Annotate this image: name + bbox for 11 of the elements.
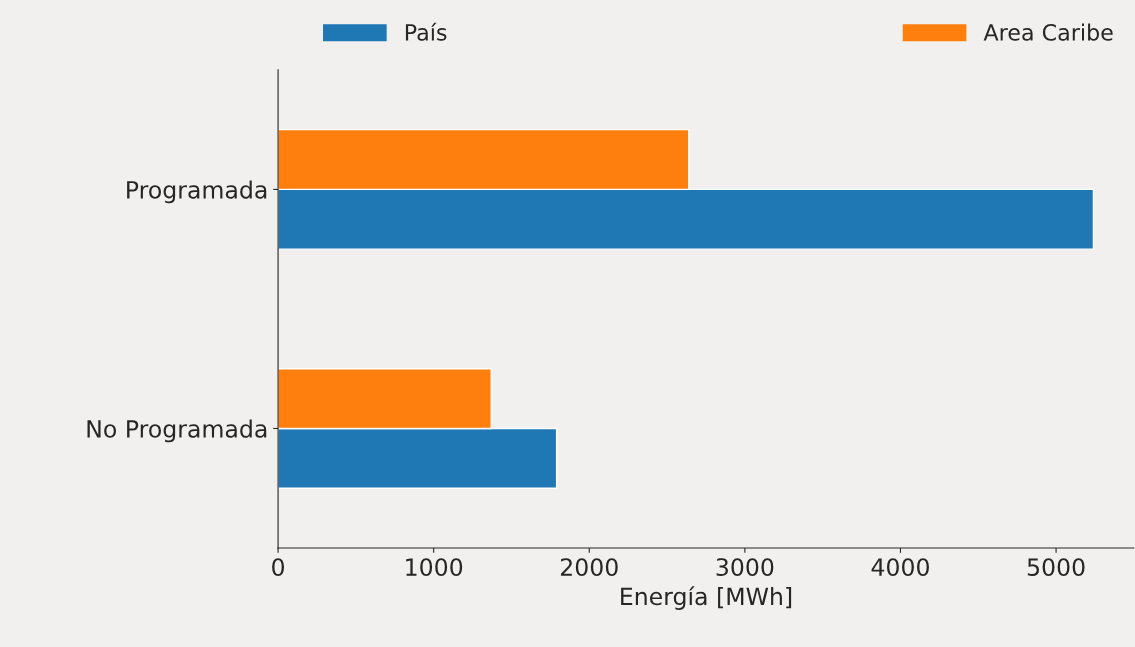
x-tick-label: 2000 — [560, 558, 618, 577]
x-tick-label: 1000 — [406, 558, 463, 577]
x-axis-title: Energía [MWh] — [621, 586, 792, 610]
legend-label: País — [405, 22, 447, 41]
y-tick-label: No Programada — [87, 419, 267, 443]
legend-label: Area Caribe — [983, 23, 1113, 41]
x-tick-label: 4000 — [871, 558, 929, 577]
x-tick-label: 5000 — [1027, 558, 1085, 577]
x-tick-label: 0 — [272, 558, 285, 577]
x-tick-label: 3000 — [716, 558, 774, 577]
y-tick-label: Programada — [127, 180, 267, 204]
